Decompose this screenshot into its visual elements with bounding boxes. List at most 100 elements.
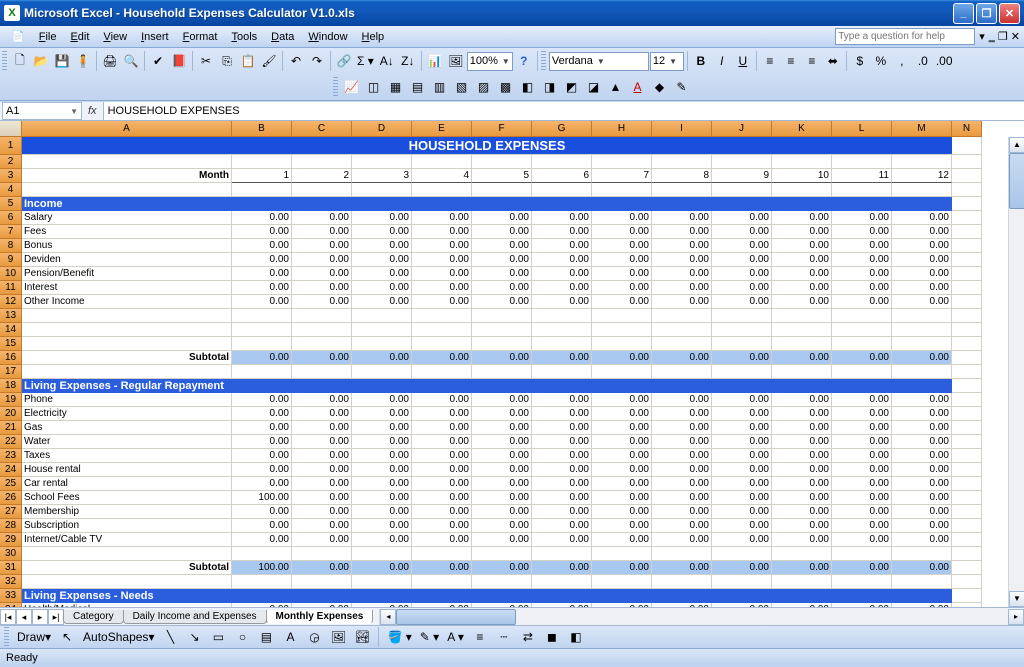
pivot-icon[interactable]: ◫ <box>364 77 384 97</box>
cell[interactable] <box>652 337 712 351</box>
cell[interactable] <box>592 323 652 337</box>
month-cell[interactable]: 10 <box>772 169 832 183</box>
col-header-H[interactable]: H <box>592 121 652 137</box>
cell[interactable] <box>22 337 232 351</box>
cell[interactable] <box>772 337 832 351</box>
data-cell[interactable]: 0.00 <box>292 295 352 309</box>
data-cell[interactable]: 0.00 <box>532 295 592 309</box>
data-cell[interactable]: 0.00 <box>712 519 772 533</box>
data-cell[interactable]: 0.00 <box>712 533 772 547</box>
data-cell[interactable]: 0.00 <box>232 449 292 463</box>
subtotal-cell[interactable]: 0.00 <box>652 351 712 365</box>
data-cell[interactable]: 0.00 <box>892 435 952 449</box>
col-header-K[interactable]: K <box>772 121 832 137</box>
data-cell[interactable]: 0.00 <box>412 239 472 253</box>
subtotal-label[interactable]: Subtotal <box>22 351 232 365</box>
data-cell[interactable]: 0.00 <box>532 449 592 463</box>
data-cell[interactable]: 0.00 <box>292 407 352 421</box>
col-header-M[interactable]: M <box>892 121 952 137</box>
cell[interactable] <box>292 547 352 561</box>
data-cell[interactable]: 0.00 <box>412 407 472 421</box>
data-cell[interactable]: 0.00 <box>832 519 892 533</box>
data-cell[interactable]: 0.00 <box>772 393 832 407</box>
horizontal-scrollbar[interactable]: ◂ ▸ <box>379 609 1024 625</box>
row-header-22[interactable]: 22 <box>0 435 22 449</box>
data-cell[interactable]: 0.00 <box>892 449 952 463</box>
x5-icon[interactable]: ◧ <box>518 77 538 97</box>
spell-icon[interactable]: ✔ <box>148 51 168 71</box>
data-cell[interactable]: 0.00 <box>292 463 352 477</box>
col-header-D[interactable]: D <box>352 121 412 137</box>
data-cell[interactable]: 0.00 <box>232 211 292 225</box>
cell[interactable] <box>892 575 952 589</box>
data-cell[interactable]: 0.00 <box>292 449 352 463</box>
data-cell[interactable]: 0.00 <box>532 533 592 547</box>
data-cell[interactable]: 0.00 <box>292 533 352 547</box>
data-cell[interactable]: 0.00 <box>832 267 892 281</box>
cell[interactable] <box>472 547 532 561</box>
data-cell[interactable]: 0.00 <box>472 603 532 607</box>
data-cell[interactable]: 0.00 <box>892 239 952 253</box>
cell[interactable] <box>652 309 712 323</box>
cell[interactable] <box>832 155 892 169</box>
data-cell[interactable]: 0.00 <box>832 421 892 435</box>
data-cell[interactable]: 0.00 <box>652 407 712 421</box>
data-cell[interactable]: 0.00 <box>352 239 412 253</box>
cell[interactable] <box>232 323 292 337</box>
data-cell[interactable]: 0.00 <box>532 239 592 253</box>
menu-format[interactable]: Format <box>176 29 225 45</box>
row-header-24[interactable]: 24 <box>0 463 22 477</box>
subtotal-cell[interactable]: 0.00 <box>592 561 652 575</box>
row-label[interactable]: Car rental <box>22 477 232 491</box>
data-cell[interactable]: 0.00 <box>352 505 412 519</box>
cell[interactable] <box>232 547 292 561</box>
data-cell[interactable]: 0.00 <box>472 477 532 491</box>
data-cell[interactable]: 0.00 <box>592 463 652 477</box>
cell[interactable] <box>652 365 712 379</box>
draw-grip[interactable] <box>4 627 9 647</box>
data-cell[interactable]: 0.00 <box>472 533 532 547</box>
row-label[interactable]: Fees <box>22 225 232 239</box>
subtotal-cell[interactable]: 0.00 <box>472 351 532 365</box>
data-cell[interactable]: 0.00 <box>772 211 832 225</box>
month-cell[interactable]: 3 <box>352 169 412 183</box>
hyperlink-icon[interactable]: 🔗 <box>334 51 354 71</box>
drawing-icon[interactable]: 🖼 <box>446 51 466 71</box>
cell[interactable] <box>592 183 652 197</box>
data-cell[interactable]: 0.00 <box>292 211 352 225</box>
data-cell[interactable]: 0.00 <box>832 225 892 239</box>
row-header-15[interactable]: 15 <box>0 337 22 351</box>
cell[interactable] <box>472 183 532 197</box>
data-cell[interactable]: 0.00 <box>712 393 772 407</box>
chart-icon[interactable]: 📊 <box>425 51 445 71</box>
cell[interactable] <box>832 309 892 323</box>
data-cell[interactable]: 0.00 <box>292 393 352 407</box>
data-cell[interactable]: 0.00 <box>652 603 712 607</box>
data-cell[interactable]: 0.00 <box>472 211 532 225</box>
data-cell[interactable]: 0.00 <box>772 477 832 491</box>
month-cell[interactable]: 5 <box>472 169 532 183</box>
data-cell[interactable]: 0.00 <box>592 435 652 449</box>
oval-icon[interactable]: ○ <box>232 627 252 647</box>
data-cell[interactable]: 0.00 <box>712 421 772 435</box>
paste-icon[interactable]: 📋 <box>238 51 258 71</box>
data-cell[interactable]: 0.00 <box>232 533 292 547</box>
font-color-icon[interactable]: A <box>628 77 648 97</box>
cell[interactable] <box>892 337 952 351</box>
data-cell[interactable]: 0.00 <box>412 267 472 281</box>
select-icon[interactable]: ↖ <box>57 627 77 647</box>
data-cell[interactable]: 0.00 <box>292 491 352 505</box>
close-button[interactable]: ✕ <box>999 3 1020 24</box>
textbox-icon[interactable]: ▤ <box>256 627 276 647</box>
cell[interactable] <box>712 337 772 351</box>
data-cell[interactable]: 0.00 <box>892 281 952 295</box>
cell[interactable] <box>352 365 412 379</box>
data-cell[interactable]: 0.00 <box>532 267 592 281</box>
data-cell[interactable]: 0.00 <box>712 463 772 477</box>
row-header-17[interactable]: 17 <box>0 365 22 379</box>
data-cell[interactable]: 0.00 <box>532 421 592 435</box>
form-icon[interactable]: ▤ <box>408 77 428 97</box>
subtotal-cell[interactable]: 0.00 <box>892 561 952 575</box>
data-cell[interactable]: 0.00 <box>652 505 712 519</box>
x7-icon[interactable]: ◩ <box>562 77 582 97</box>
